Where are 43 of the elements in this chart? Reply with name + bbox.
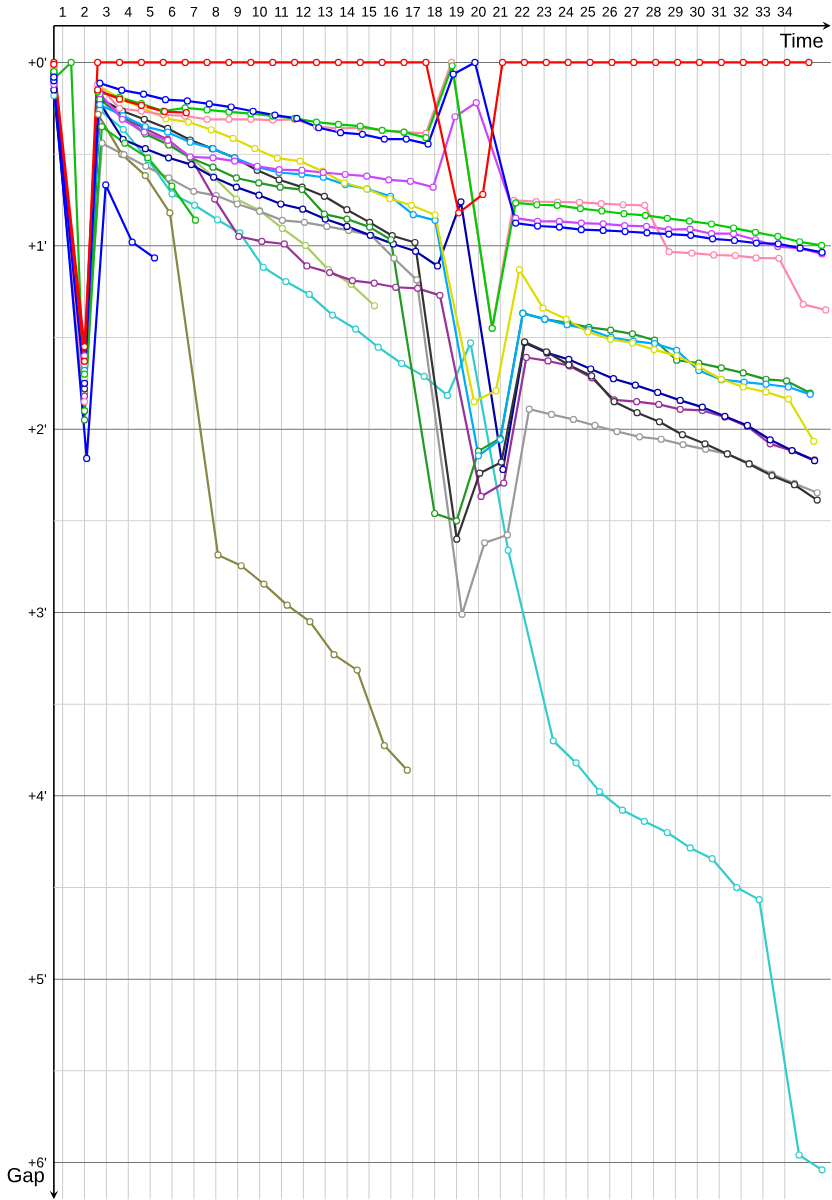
x-tick-label: 7 [190,6,198,17]
x-tick-label: 5 [147,6,154,17]
x-tick-label: 25 [580,6,596,17]
x-tick-label: 28 [646,6,661,17]
y-tick-label: +2' [28,424,47,435]
y-tick-label: +3' [28,607,47,618]
x-tick-label: 8 [212,6,220,17]
x-tick-label: 26 [602,6,618,17]
x-tick-label: 9 [234,6,242,17]
x-tick-label: 12 [296,6,311,17]
x-tick-label: 23 [537,6,552,17]
y-tick-label: +5' [28,974,47,985]
x-tick-label: 29 [668,6,683,17]
y-tick-label: +0' [28,57,47,68]
x-tick-label: 15 [362,6,377,17]
x-tick-label: 30 [690,6,705,17]
x-tick-label: 32 [733,6,749,17]
y-tick-label: +1' [28,240,47,251]
x-tick-label: 19 [450,6,464,17]
x-tick-label: 27 [624,6,639,17]
x-tick-label: 4 [124,6,132,17]
x-tick-label: 10 [253,6,268,17]
x-tick-label: 16 [384,6,399,17]
x-axis-title: Time [780,32,823,48]
x-tick-label: 11 [275,6,289,17]
x-tick-label: 3 [103,6,110,17]
x-tick-label: 13 [318,6,333,17]
x-tick-label: 33 [755,6,771,17]
x-tick-label: 21 [493,6,508,17]
x-tick-label: 14 [340,6,355,17]
y-tick-label: +6' [28,1157,47,1168]
x-tick-label: 20 [471,6,486,17]
y-axis-title: Gap [7,1168,45,1187]
x-tick-label: 1 [60,6,67,17]
x-tick-label: 22 [515,6,530,17]
x-tick-label: 18 [428,6,443,17]
x-tick-label: 6 [169,6,176,17]
x-tick-label: 34 [777,6,793,17]
x-tick-label: 2 [81,6,88,17]
x-tick-label: 17 [406,6,421,17]
y-tick-label: +4' [28,791,47,801]
x-tick-label: 24 [559,6,574,17]
x-tick-label: 31 [712,6,727,17]
